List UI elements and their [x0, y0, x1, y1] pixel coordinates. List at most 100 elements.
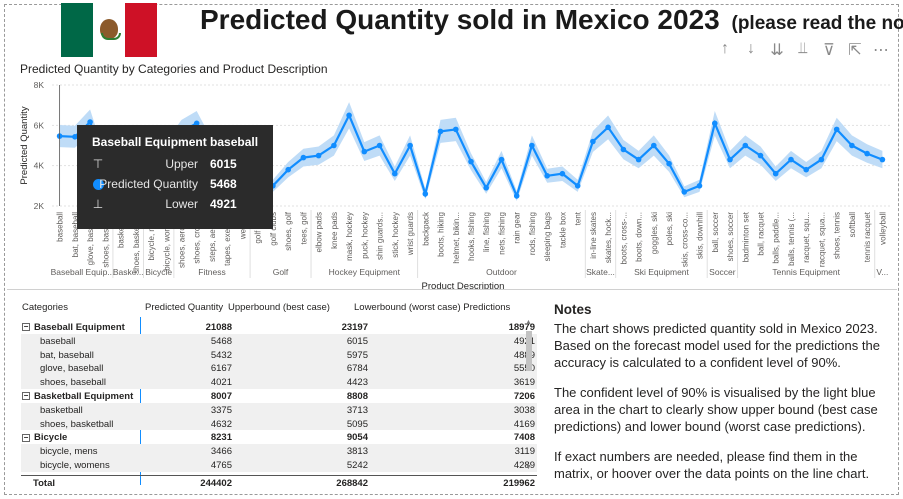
data-point[interactable]: [331, 142, 337, 149]
matrix-item-row[interactable]: basketball 3375 3713 3038: [21, 402, 537, 417]
data-point[interactable]: [407, 142, 413, 149]
data-point[interactable]: [87, 119, 93, 125]
chart-tooltip: Baseball Equipment baseball ⊤ Upper 6015…: [77, 125, 273, 229]
header-categories[interactable]: Categories: [22, 302, 68, 313]
x-tick-label: tees, golf: [299, 211, 308, 244]
matrix-item-row[interactable]: bat, baseball 5432 5975 4889: [21, 347, 537, 362]
cell-pq: 3375: [210, 404, 232, 416]
matrix-item-row[interactable]: shoes, baseball 4021 4423 3619: [21, 375, 537, 389]
data-point[interactable]: [574, 183, 581, 189]
data-point[interactable]: [315, 152, 322, 159]
cell-lo: 7408: [513, 432, 535, 444]
data-point[interactable]: [376, 142, 383, 149]
cell-lo: 4289: [513, 460, 535, 471]
x-tick-label: racquet, squa...: [817, 212, 826, 267]
data-point[interactable]: [635, 156, 642, 163]
notes-title: Notes: [554, 302, 592, 317]
matrix-group-row[interactable]: − Bicycle 8231 9054 7408: [21, 430, 537, 444]
data-point[interactable]: [803, 166, 809, 173]
row-label-text: glove, baseball: [40, 363, 104, 375]
y-tick-label: 6K: [34, 120, 45, 130]
matrix-group-row[interactable]: − Basketball Equipment 8007 8808 7206: [21, 389, 537, 403]
data-point[interactable]: [666, 160, 672, 167]
data-point[interactable]: [559, 170, 566, 177]
data-point[interactable]: [285, 166, 292, 173]
scroll-down-icon[interactable]: ▼: [525, 464, 532, 471]
matrix-item-row[interactable]: bicycle, mens 3466 3813 3119: [21, 444, 537, 458]
matrix-item-row[interactable]: baseball 5468 6015 4921: [21, 333, 537, 348]
data-point[interactable]: [392, 170, 398, 177]
expand-down-icon[interactable]: ⫫: [798, 40, 808, 57]
header-upperbound[interactable]: Upperbound (best case): [228, 302, 330, 313]
collapse-icon[interactable]: −: [22, 391, 30, 401]
data-point[interactable]: [346, 112, 352, 119]
data-point[interactable]: [772, 170, 779, 177]
collapse-icon[interactable]: −: [22, 322, 30, 332]
x-tick-label: ball, soccer: [711, 212, 720, 253]
x-tick-label: backpack: [421, 211, 430, 246]
x-tick-label: basketball: [117, 212, 126, 248]
arrow-down-icon[interactable]: ↓: [747, 40, 755, 57]
data-point[interactable]: [696, 183, 703, 189]
data-point[interactable]: [72, 134, 78, 140]
data-point[interactable]: [498, 156, 505, 163]
header-lowerbound[interactable]: Lowerbound (worst case) Predictions: [354, 302, 511, 313]
matrix-item-row[interactable]: shoes, basketball 4632 5095 4169: [21, 416, 537, 431]
data-point[interactable]: [422, 191, 429, 197]
matrix-item-row[interactable]: glove, baseball 6167 6784 5550: [21, 361, 537, 376]
cell-lo: 4169: [513, 418, 535, 430]
data-point[interactable]: [712, 120, 718, 127]
data-point[interactable]: [513, 193, 520, 199]
data-point[interactable]: [300, 154, 307, 161]
focus-mode-icon[interactable]: ⇱: [848, 42, 862, 59]
data-point[interactable]: [849, 142, 855, 149]
matrix-item-row[interactable]: bicycle, womens 4765 5242 4289: [21, 458, 537, 472]
visual-toolbar: ↑ ↓ ⇊ ⫫ ⊽ ⇱ ⋯: [712, 40, 894, 60]
data-point[interactable]: [193, 120, 200, 127]
filter-icon[interactable]: ⊽: [823, 42, 835, 59]
data-point[interactable]: [544, 173, 550, 179]
line-chart[interactable]: 2K 4K 6K 8K Predicted Quantity baseball bat, b…: [0, 0, 903, 290]
group-label: Outdoor: [486, 267, 517, 277]
total-row: Total 244402 268842 219962: [21, 475, 537, 489]
data-point[interactable]: [453, 126, 459, 133]
row-label: − Basketball Equipment: [22, 391, 133, 402]
data-point[interactable]: [590, 138, 596, 145]
x-tick-label: helmet, bikin...: [452, 212, 461, 264]
data-point[interactable]: [620, 146, 627, 153]
data-point[interactable]: [788, 156, 794, 163]
data-point[interactable]: [833, 126, 840, 133]
scroll-thumb[interactable]: [526, 331, 532, 371]
header-predicted-quantity[interactable]: Predicted Quantity: [145, 302, 224, 313]
data-point[interactable]: [742, 142, 749, 149]
matrix-group-row[interactable]: − Baseball Equipment 21088 23197 18979: [21, 320, 537, 334]
data-point[interactable]: [361, 148, 368, 155]
data-point[interactable]: [879, 156, 886, 163]
cell-up: 5095: [346, 418, 368, 430]
row-label-text: bat, baseball: [40, 349, 94, 361]
data-point[interactable]: [437, 128, 444, 135]
data-point[interactable]: [681, 189, 688, 195]
data-point[interactable]: [727, 156, 733, 163]
group-label: Tennis Equipment: [772, 267, 840, 277]
data-point[interactable]: [605, 124, 611, 131]
data-point[interactable]: [468, 158, 474, 165]
row-label: − Bicycle: [22, 432, 67, 443]
matrix-scrollbar[interactable]: ▲ ▼: [525, 319, 533, 474]
data-point[interactable]: [529, 142, 535, 149]
more-options-icon[interactable]: ⋯: [873, 42, 889, 59]
data-point[interactable]: [818, 156, 825, 163]
cell-pq: 8231: [210, 432, 232, 444]
scroll-up-icon[interactable]: ▲: [525, 319, 532, 326]
x-tick-label: poles, ski: [665, 212, 674, 246]
data-point[interactable]: [651, 142, 657, 149]
collapse-icon[interactable]: −: [22, 432, 30, 442]
data-point[interactable]: [864, 150, 870, 157]
arrow-up-icon[interactable]: ↑: [721, 40, 729, 57]
data-point[interactable]: [757, 152, 764, 159]
x-tick-label: boots, cross-...: [619, 212, 628, 264]
tooltip-label: Predicted Quantity: [99, 177, 198, 191]
report-frame: [4, 4, 899, 495]
data-point[interactable]: [483, 185, 490, 191]
double-arrow-down-icon[interactable]: ⇊: [770, 42, 784, 59]
